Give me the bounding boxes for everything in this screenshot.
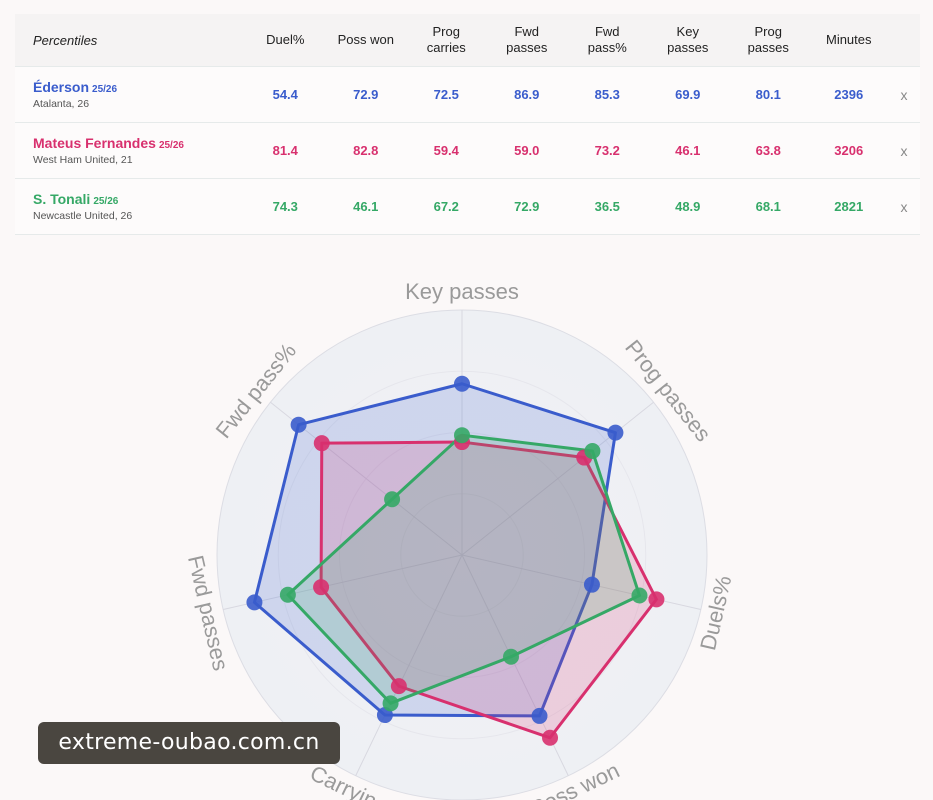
stat-value: 68.1 [755,199,781,214]
player-line: Éderson 25/26 [33,79,245,97]
stat-value: 86.9 [514,87,540,102]
watermark: extreme-oubao.com.cn [38,722,340,764]
stat-value: 72.9 [353,87,379,102]
column-header: Duel% [266,32,305,47]
stat-value: 59.0 [514,143,540,158]
minutes-value: 3206 [834,143,864,158]
radar-spoke [223,554,463,611]
stat-value: 69.9 [675,87,701,102]
radar-point [384,491,401,508]
player-team: Newcastle United, 26 [33,210,133,222]
radar-point [584,442,601,459]
stat-value: 72.9 [514,199,540,214]
column-header: Minutes [825,32,872,47]
column-header: Key passes [667,24,709,55]
player-name: S. Tonali [33,191,91,207]
stat-value: 46.1 [353,199,379,214]
radar-point [390,678,407,695]
player-row: Éderson 25/26 Atalanta, 26 54.4 72.9 72.5 86.9… [15,67,920,123]
radar-area [252,382,617,718]
header-row: Percentiles Duel% Poss won Prog carries Fwd … [15,14,920,67]
radar-point [607,424,624,441]
player-cell: Éderson 25/26 Atalanta, 26 [15,79,245,110]
column-header-cell: Key passes [648,24,729,56]
stat-value: 36.5 [594,199,620,214]
radar-point [531,707,548,724]
player-name: Éderson [33,79,90,95]
comparison-table: Percentiles Duel% Poss won Prog carries Fwd … [15,14,920,235]
radar-point [453,375,470,392]
player-season: 25/26 [93,196,119,207]
column-header-cell: Poss won [326,32,407,48]
stat-value: 85.3 [594,87,620,102]
remove-player-button[interactable]: x [900,142,908,159]
table-title: Percentiles [33,32,98,48]
axis-label: Key passes [405,279,519,304]
stat-value: 48.9 [675,199,701,214]
radar-point [583,576,600,593]
player-cell: Mateus Fernandes 25/26 West Ham United, 21 [15,135,245,166]
radar-point [631,587,648,604]
radar-spoke [355,554,463,776]
radar-point [246,594,263,611]
radar-area [286,433,641,705]
player-season: 25/26 [158,140,184,151]
stat-value: 46.1 [675,143,701,158]
player-season: 25/26 [92,84,118,95]
player-cell: S. Tonali 25/26 Newcastle United, 26 [15,191,245,222]
remove-player-button[interactable]: x [900,86,908,103]
player-line: S. Tonali 25/26 [33,191,245,209]
player-row: S. Tonali 25/26 Newcastle United, 26 74.3 46… [15,179,920,235]
column-header-cell: Prog carries [406,24,487,56]
player-team: Atalanta, 26 [33,98,90,110]
stat-value: 81.4 [272,143,298,158]
radar-point [313,435,330,452]
radar-point [542,729,559,746]
stat-value: 74.3 [272,199,298,214]
player-row: Mateus Fernandes 25/26 West Ham United, 21… [15,123,920,179]
column-header-cell: Prog passes [728,24,809,56]
radar-point [648,591,665,608]
player-name: Mateus Fernandes [33,135,156,151]
stat-value: 73.2 [594,143,620,158]
stat-value: 63.8 [755,143,781,158]
column-header: Prog carries [426,24,466,55]
column-header: Prog passes [747,24,789,55]
minutes-value: 2396 [834,87,864,102]
radar-point [313,579,330,596]
column-header: Poss won [337,32,394,47]
stat-value: 59.4 [433,143,459,158]
stat-value: 54.4 [272,87,298,102]
column-header-cell: Minutes [809,32,890,48]
radar-point [453,427,470,444]
radar-point [279,586,296,603]
column-header-cell: Fwd pass% [567,24,648,56]
remove-player-button[interactable]: x [900,198,908,215]
radar-area [319,440,658,740]
radar-point [382,695,399,712]
minutes-value: 2821 [834,199,864,214]
stat-value: 80.1 [755,87,781,102]
column-header-cell: Fwd passes [487,24,568,56]
stat-value: 72.5 [433,87,459,102]
radar-point [503,648,520,665]
column-header: Fwd pass% [587,24,627,55]
radar-point [290,416,307,433]
column-header: Fwd passes [506,24,548,55]
stat-value: 67.2 [433,199,459,214]
player-line: Mateus Fernandes 25/26 [33,135,245,153]
player-team: West Ham United, 21 [33,154,133,166]
stat-value: 82.8 [353,143,379,158]
column-header-cell: Duel% [245,32,326,48]
